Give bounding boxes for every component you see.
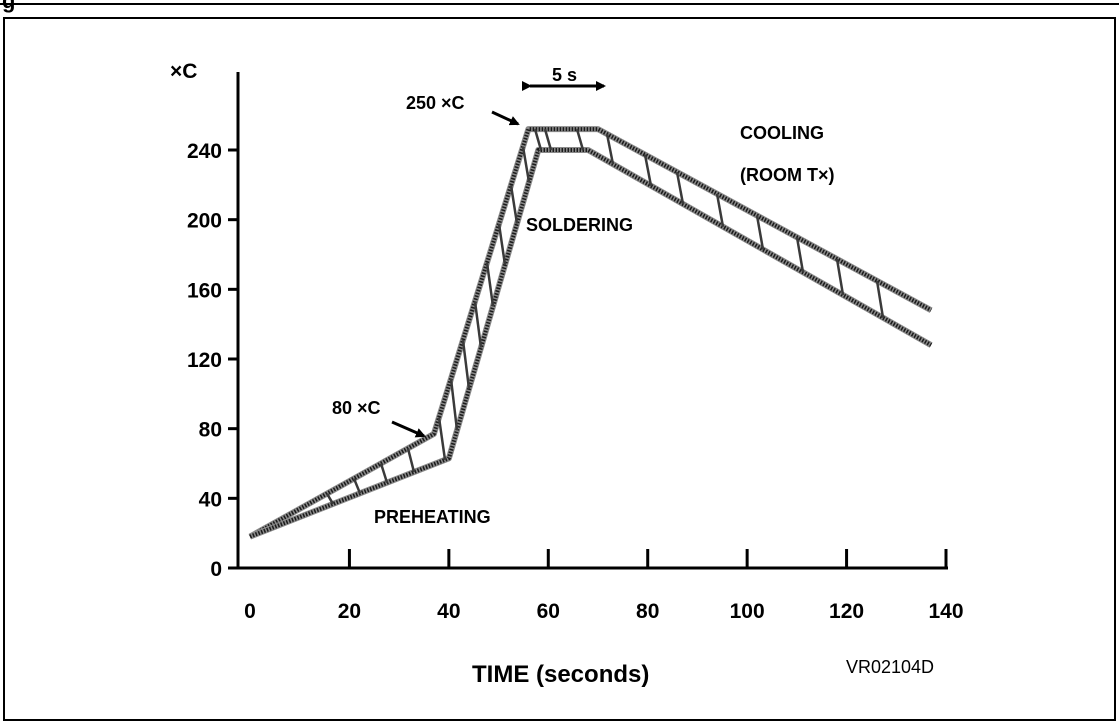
band-hatch xyxy=(509,185,519,224)
y-tick-label: 0 xyxy=(210,558,222,581)
label-80c: 80 ×C xyxy=(332,398,381,418)
band-hatch xyxy=(575,128,585,151)
x-axis-label: TIME (seconds) xyxy=(472,661,649,688)
band-hatch xyxy=(875,280,885,318)
band-hatch xyxy=(521,146,531,183)
room-temperature-label: (ROOM T×) xyxy=(740,165,835,185)
y-tick-label: 40 xyxy=(199,488,222,511)
x-tick-label: 20 xyxy=(338,600,361,623)
y-tick-label: 80 xyxy=(199,419,222,442)
band-hatch xyxy=(543,128,553,151)
cooling-label: COOLING xyxy=(740,123,824,143)
x-tick-label: 60 xyxy=(537,600,560,623)
band-hatch xyxy=(473,301,483,348)
band-fill xyxy=(250,129,932,537)
x-tick-label: 140 xyxy=(928,600,963,623)
band-hatch xyxy=(406,448,416,473)
band-hatch xyxy=(437,417,447,460)
band-hatch xyxy=(533,128,543,151)
y-ticks: 0 40 80 120 160 200 240 xyxy=(187,140,238,581)
band-hatch xyxy=(795,237,805,273)
band-hatch xyxy=(715,193,725,227)
band-hatch xyxy=(643,154,653,187)
arrow-80c xyxy=(391,420,426,438)
label-250c: 250 ×C xyxy=(406,93,465,113)
x-tick-label: 80 xyxy=(636,600,659,623)
band-hatch xyxy=(835,258,845,296)
band-hatch xyxy=(379,463,389,484)
x-tick-label: 100 xyxy=(730,600,765,623)
y-tick-label: 240 xyxy=(187,140,222,163)
band-hatch xyxy=(352,478,362,494)
y-tick-label: 160 xyxy=(187,279,222,302)
figure-frame xyxy=(3,17,1116,721)
soldering-label: SOLDERING xyxy=(526,215,633,235)
band-hatch xyxy=(755,215,765,250)
figure-title-fragment: g xyxy=(2,0,15,13)
band-hatch xyxy=(449,378,459,431)
y-tick-label: 200 xyxy=(187,210,222,233)
band-hatch xyxy=(485,262,495,307)
band-hatch xyxy=(675,171,685,205)
band-hatch xyxy=(497,223,507,266)
upper-boundary-line xyxy=(248,126,933,540)
upper-boundary-line-texture xyxy=(249,127,933,539)
x-tick-label: 120 xyxy=(829,600,864,623)
preheating-label: PREHEATING xyxy=(374,507,491,527)
band-hatch xyxy=(605,133,615,165)
band-hatch xyxy=(325,493,335,505)
figure-code: VR02104D xyxy=(846,657,934,677)
duration-label: 5 s xyxy=(552,65,577,85)
arrow-250c xyxy=(491,110,520,126)
x-tick-label: 0 xyxy=(244,600,256,623)
x-ticks: 0 20 40 60 80 100 120 140 xyxy=(244,549,964,623)
y-tick-label: 120 xyxy=(187,349,222,372)
band-hatch xyxy=(461,339,471,390)
lower-boundary-line-texture xyxy=(249,148,933,539)
temperature-band xyxy=(248,126,933,540)
y-axis-label: ×C xyxy=(170,60,197,83)
x-tick-label: 40 xyxy=(437,600,460,623)
